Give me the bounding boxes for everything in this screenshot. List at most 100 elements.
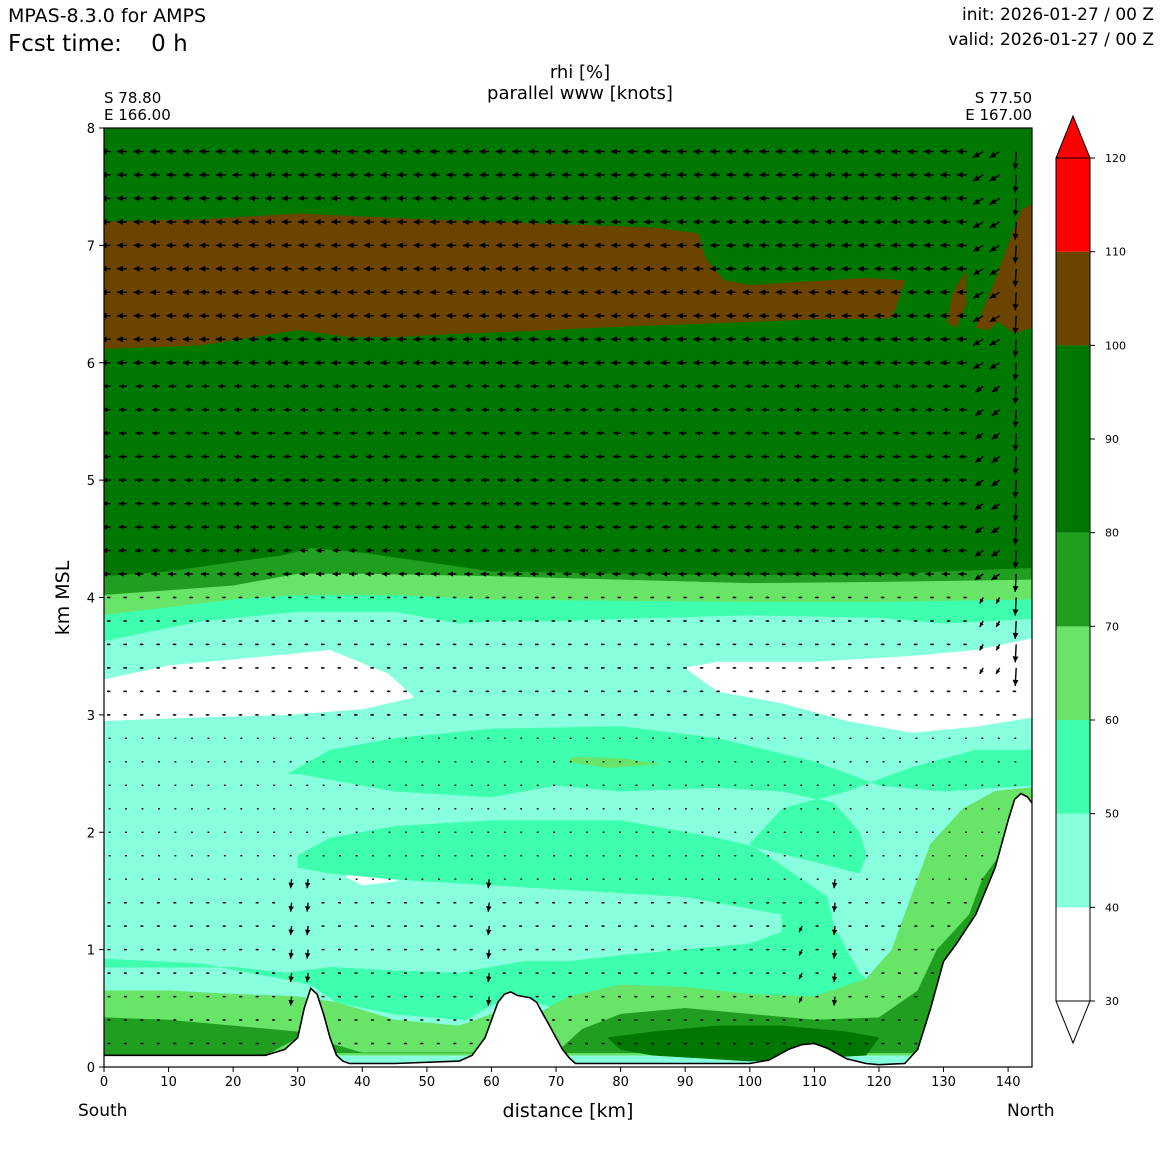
y-tick-label: 4 [87, 592, 95, 607]
wind-arrow [972, 174, 984, 182]
wind-arrow [923, 336, 934, 343]
wind-arrow [464, 501, 473, 507]
wind-arrow [981, 784, 984, 786]
wind-arrow [158, 737, 160, 739]
wind-arrow [909, 430, 918, 436]
wind-arrow [652, 761, 654, 763]
wind-arrow [438, 831, 440, 833]
wind-arrow [528, 336, 539, 343]
wind-arrow [974, 549, 984, 558]
wind-arrow [452, 666, 457, 669]
wind-arrow [453, 948, 457, 951]
wind-arrow [272, 948, 276, 951]
wind-arrow [825, 171, 835, 178]
wind-arrow [140, 901, 144, 904]
wind-arrow [151, 501, 160, 507]
wind-arrow [594, 218, 605, 225]
wind-arrow [387, 925, 391, 927]
wind-arrow [745, 383, 753, 389]
wind-arrow [265, 242, 276, 249]
wind-arrow [831, 879, 838, 889]
wind-arrow [793, 548, 803, 554]
wind-arrow [759, 148, 770, 155]
wind-arrow [794, 454, 803, 459]
wind-arrow [107, 1019, 111, 1021]
wind-arrow [833, 855, 835, 857]
wind-arrow [289, 855, 292, 857]
wind-arrow [545, 289, 556, 296]
wind-arrow [255, 1019, 259, 1021]
wind-arrow [118, 501, 127, 507]
wind-arrow [907, 171, 918, 178]
dry-region-right [684, 638, 1032, 733]
wind-arrow [248, 218, 259, 225]
wind-arrow [915, 831, 918, 833]
wind-arrow [875, 571, 885, 577]
wind-arrow [156, 995, 160, 998]
wind-arrow [535, 948, 539, 951]
wind-arrow [255, 666, 259, 669]
wind-arrow [995, 667, 1001, 675]
wind-arrow [742, 242, 753, 249]
wind-arrow [436, 713, 440, 716]
wind-arrow [1014, 784, 1017, 786]
wind-arrow [948, 878, 951, 880]
wind-arrow [876, 501, 885, 507]
wind-arrow [750, 831, 753, 833]
wind-arrow [899, 737, 901, 739]
wind-arrow [627, 218, 638, 225]
wind-arrow [561, 312, 572, 319]
wind-arrow [199, 242, 210, 249]
wind-arrow [865, 1042, 868, 1045]
wind-arrow [890, 265, 901, 272]
wind-arrow [1012, 690, 1017, 693]
wind-arrow [963, 596, 967, 599]
wind-arrow [568, 619, 572, 622]
wind-arrow [419, 666, 424, 669]
wind-arrow [166, 289, 177, 296]
wind-arrow [808, 218, 819, 225]
wind-arrow [338, 925, 341, 927]
wind-arrow [519, 972, 523, 974]
wind-arrow [882, 808, 885, 810]
wind-arrow [332, 524, 341, 530]
wind-arrow [222, 596, 226, 599]
wind-arrow [794, 407, 803, 412]
wind-arrow [415, 407, 424, 412]
wind-arrow [925, 548, 934, 554]
wind-arrow [700, 995, 704, 998]
wind-arrow [337, 666, 341, 669]
wind-arrow [915, 737, 918, 739]
wind-arrow [808, 265, 819, 272]
wind-arrow [946, 713, 951, 716]
colorbar-label: 100 [1105, 339, 1126, 352]
wind-arrow [232, 265, 243, 272]
wind-arrow [580, 407, 588, 412]
wind-arrow [331, 336, 341, 343]
wind-arrow [519, 925, 523, 927]
wind-arrow [701, 831, 704, 833]
wind-arrow [469, 972, 473, 974]
wind-arrow [880, 619, 885, 622]
wind-arrow [619, 831, 621, 833]
wind-arrow [942, 430, 951, 436]
wind-arrow [215, 312, 226, 319]
wind-arrow [685, 878, 687, 880]
wind-arrow [601, 713, 605, 716]
wind-arrow [552, 972, 556, 974]
wind-arrow [767, 831, 770, 833]
wind-arrow [530, 407, 539, 412]
wind-arrow [339, 761, 341, 763]
wind-arrow [996, 690, 1000, 693]
x-tick-label: 20 [225, 1075, 242, 1090]
wind-arrow [932, 808, 934, 810]
wind-arrow [217, 548, 226, 554]
wind-arrow [365, 477, 374, 483]
wind-arrow [446, 359, 457, 366]
wind-arrow [827, 430, 835, 436]
wind-arrow [777, 524, 786, 530]
wind-arrow [518, 666, 523, 669]
wind-arrow [232, 171, 243, 178]
wind-arrow [281, 148, 292, 155]
wind-arrow [942, 501, 951, 507]
